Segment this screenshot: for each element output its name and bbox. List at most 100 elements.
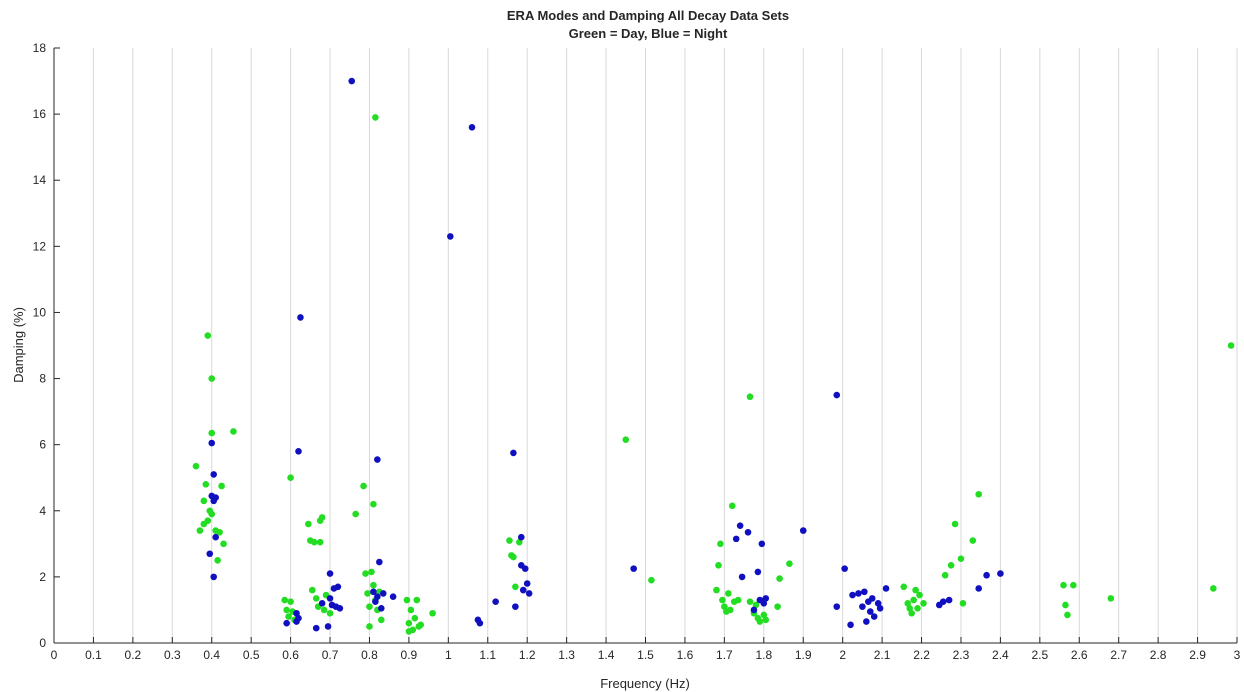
scatter-point — [914, 604, 921, 612]
scatter-point — [750, 606, 758, 614]
scatter-point — [519, 586, 527, 594]
scatter-point — [760, 611, 768, 619]
scatter-point — [305, 520, 312, 528]
scatter-point — [762, 595, 770, 602]
x-tick-label: 2 — [839, 648, 846, 662]
scatter-point — [736, 522, 744, 529]
scatter-point — [721, 603, 728, 610]
scatter-point — [1210, 585, 1217, 592]
scatter-point — [334, 583, 342, 591]
scatter-point — [732, 535, 740, 543]
scatter-point — [210, 471, 218, 478]
scatter-point — [476, 619, 484, 627]
scatter-point — [900, 583, 908, 591]
scatter-point — [316, 538, 324, 546]
scatter-point — [312, 595, 320, 602]
scatter-point — [1060, 581, 1067, 589]
scatter-point — [320, 606, 328, 614]
x-tick-label: 2.4 — [992, 648, 1009, 662]
y-tick-label: 14 — [33, 173, 47, 187]
scatter-point — [904, 600, 912, 607]
scatter-point — [762, 616, 770, 624]
x-tick-label: 2.7 — [1110, 648, 1127, 662]
chart-subtitle: Green = Day, Blue = Night — [569, 26, 728, 41]
x-tick-label: 1.5 — [637, 648, 654, 662]
y-axis-label: Damping (%) — [11, 307, 26, 383]
scatter-point — [210, 573, 218, 581]
x-tick-label: 0.8 — [361, 648, 378, 662]
scatter-point — [324, 623, 332, 630]
scatter-point — [947, 562, 955, 569]
scatter-point — [403, 596, 411, 604]
scatter-point — [983, 571, 990, 579]
scatter-point — [1227, 342, 1235, 349]
scatter-point — [377, 604, 385, 612]
scatter-point — [1062, 601, 1069, 609]
scatter-point — [287, 474, 294, 482]
scatter-point — [407, 606, 415, 614]
scatter-point — [372, 114, 379, 121]
scatter-point — [208, 510, 216, 518]
scatter-point — [1107, 595, 1115, 602]
scatter-point — [841, 565, 848, 572]
scatter-point — [868, 595, 876, 602]
scatter-point — [204, 517, 212, 524]
y-axis-ticks: 0 2 4 6 8 10 12 14 16 18 — [33, 41, 60, 650]
scatter-point — [855, 590, 862, 597]
scatter-point — [713, 586, 720, 594]
scatter-point — [630, 565, 637, 572]
x-tick-label: 1.1 — [479, 648, 496, 662]
y-tick-label: 16 — [33, 107, 47, 121]
scatter-point — [374, 593, 381, 601]
x-axis-ticks: 0 0.1 0.2 0.3 0.4 0.5 0.6 0.7 0.8 0.9 1 1.1 1.2 1.3 1.… — [51, 637, 1241, 662]
scatter-point — [622, 436, 630, 444]
x-tick-label: 0 — [51, 648, 58, 662]
scatter-point — [447, 233, 454, 240]
x-tick-label: 0.6 — [282, 648, 299, 662]
scatter-point — [734, 596, 742, 604]
data-points — [192, 77, 1235, 635]
x-tick-label: 0.5 — [243, 648, 260, 662]
x-tick-label: 1.8 — [755, 648, 772, 662]
scatter-point — [752, 601, 760, 609]
scatter-point — [204, 332, 212, 339]
scatter-point — [297, 314, 304, 321]
scatter-point — [776, 575, 783, 582]
scatter-point — [726, 606, 734, 614]
scatter-point — [429, 609, 436, 617]
scatter-point — [957, 555, 965, 563]
scatter-point — [295, 614, 302, 622]
scatter-point — [208, 375, 216, 382]
scatter-point — [969, 537, 977, 544]
x-tick-label: 0.1 — [85, 648, 102, 662]
x-tick-label: 0.2 — [125, 648, 142, 662]
scatter-point — [908, 609, 915, 617]
scatter-point — [492, 598, 499, 605]
y-tick-label: 8 — [39, 372, 46, 386]
scatter-point — [920, 600, 927, 607]
scatter-point — [1064, 611, 1071, 619]
y-tick-label: 4 — [39, 504, 46, 518]
scatter-point — [756, 618, 764, 625]
scatter-point — [870, 613, 878, 620]
scatter-point — [786, 560, 793, 567]
scatter-point — [318, 600, 326, 607]
scatter-point — [360, 482, 367, 490]
x-tick-label: 1.9 — [795, 648, 812, 662]
x-tick-label: 0.7 — [322, 648, 339, 662]
y-tick-label: 18 — [33, 41, 47, 55]
scatter-point — [728, 502, 736, 510]
scatter-point — [876, 604, 884, 612]
scatter-point — [863, 618, 870, 625]
scatter-point — [336, 604, 344, 612]
scatter-point — [506, 537, 513, 544]
scatter-point — [218, 482, 225, 490]
scatter-point — [368, 568, 375, 576]
scatter-point — [372, 598, 379, 605]
scatter-point — [364, 590, 371, 597]
scatter-point — [196, 527, 204, 534]
scatter-point — [525, 590, 533, 597]
scatter-point — [754, 568, 762, 576]
scatter-point — [975, 490, 983, 498]
